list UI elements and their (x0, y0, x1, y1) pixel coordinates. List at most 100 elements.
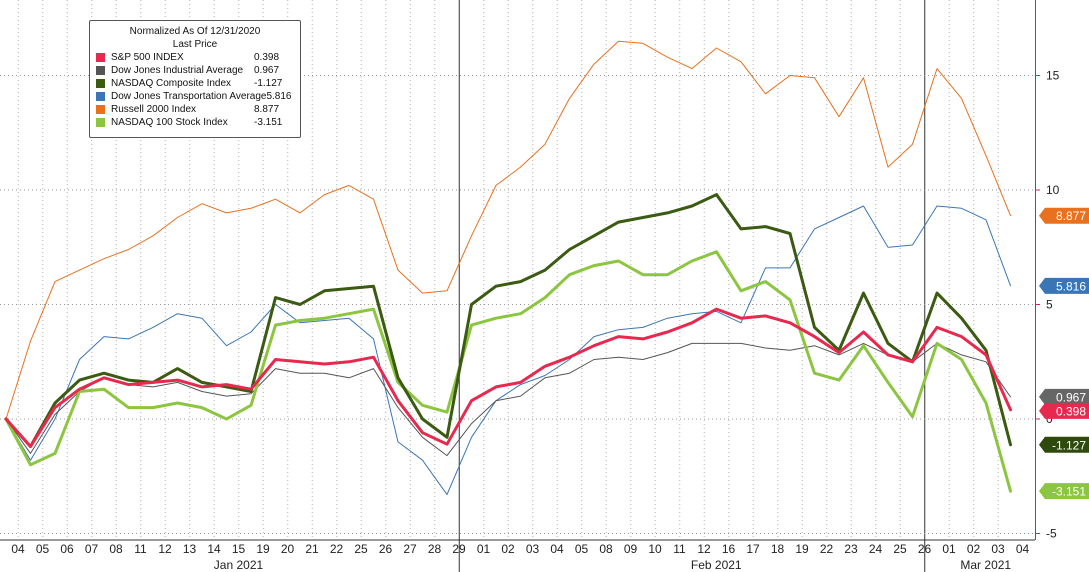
y-tick-label: 15 (1046, 69, 1060, 83)
last-value-label: 8.877 (1039, 207, 1089, 224)
legend-value: 0.967 (254, 65, 280, 76)
series-lines (4, 40, 1012, 496)
series-line-0 (4, 307, 1012, 448)
legend-swatch (96, 105, 105, 114)
x-tick-label: 19 (256, 542, 270, 556)
x-tick-label: 22 (820, 542, 834, 556)
x-tick-label: 26 (379, 542, 393, 556)
last-value-text: 0.398 (1056, 404, 1086, 418)
legend-item-dow: Dow Jones Industrial Average 0.967 (96, 64, 294, 77)
last-value-box (1039, 402, 1089, 419)
last-value-text: 8.877 (1056, 209, 1086, 223)
last-value-box (1039, 436, 1089, 453)
legend-value: -3.151 (254, 117, 283, 128)
x-tick-label: 26 (918, 542, 932, 556)
x-tick-label: 12 (697, 542, 711, 556)
x-axis: 04 05 06 07 08 11 12 13 14 15 19 20 21 22 25 26 27 28 29 01… (0, 539, 1035, 572)
x-tick-label: 06 (60, 542, 74, 556)
x-tick-label: 13 (183, 542, 197, 556)
last-value-text: -3.151 (1052, 485, 1086, 499)
x-tick-label: 27 (403, 542, 417, 556)
x-tick-label: 18 (771, 542, 785, 556)
x-tick-label: 28 (428, 542, 442, 556)
legend-value: 0.398 (254, 52, 280, 63)
last-value-label: 0.967 (1039, 388, 1089, 405)
x-tick-label: 25 (893, 542, 907, 556)
legend-item-sp500: S&P 500 INDEX 0.398 (96, 51, 294, 64)
legend-title: Normalized As Of 12/31/2020 (129, 26, 261, 37)
last-value-box (1039, 483, 1089, 500)
x-tick-label: 24 (869, 542, 883, 556)
month-label: Mar 2021 (960, 558, 1011, 572)
month-label: Feb 2021 (691, 558, 742, 572)
x-tick-label: 05 (575, 542, 589, 556)
x-tick-label: 04 (550, 542, 564, 556)
x-tick-label: 04 (11, 542, 25, 556)
legend-swatch (96, 53, 105, 62)
series-line-3 (5, 205, 1011, 496)
x-tick-label: 12 (158, 542, 172, 556)
last-value-label: -1.127 (1039, 436, 1089, 453)
legend-value: 8.877 (254, 104, 280, 115)
x-tick-label: 22 (330, 542, 344, 556)
last-value-box (1039, 207, 1089, 224)
last-value-text: -1.127 (1052, 438, 1086, 452)
legend-item-nasdaq100: NASDAQ 100 Stock Index -3.151 (96, 116, 294, 129)
x-tick-label: 16 (722, 542, 736, 556)
x-tick-label: 17 (746, 542, 760, 556)
last-value-label: 0.398 (1039, 402, 1089, 419)
legend-label: Russell 2000 Index (111, 104, 197, 115)
legend-value: 5.816 (266, 91, 292, 102)
legend-label: S&P 500 INDEX (111, 52, 184, 63)
legend-swatch (96, 118, 105, 127)
legend-label: NASDAQ 100 Stock Index (111, 117, 228, 128)
legend-swatch (96, 79, 105, 88)
x-tick-label: 25 (354, 542, 368, 556)
legend-subtitle: Last Price (172, 39, 218, 50)
y-axis: -5 0 5 10 15 (1035, 0, 1060, 541)
x-tick-label: 05 (36, 542, 50, 556)
x-tick-label: 07 (85, 542, 99, 556)
legend-swatch (96, 66, 105, 75)
series-line-1 (5, 342, 1011, 457)
legend-item-nasdaq: NASDAQ Composite Index -1.127 (96, 77, 294, 90)
x-tick-label: 01 (477, 542, 491, 556)
x-tick-label: 04 (1016, 542, 1030, 556)
x-tick-label: 03 (526, 542, 540, 556)
y-tick-label: -5 (1046, 527, 1057, 541)
x-tick-label: 29 (452, 542, 466, 556)
legend-item-russell: Russell 2000 Index 8.877 (96, 103, 294, 116)
x-tick-label: 20 (281, 542, 295, 556)
legend-label: Dow Jones Industrial Average (111, 65, 244, 76)
legend-label: Dow Jones Transportation Average (111, 91, 267, 102)
y-tick-label: 0 (1046, 412, 1053, 426)
last-value-label: -3.151 (1039, 483, 1089, 500)
last-value-box (1039, 277, 1089, 294)
legend-label: NASDAQ Composite Index (111, 78, 232, 89)
legend: Normalized As Of 12/31/2020 Last Price S… (89, 20, 301, 138)
x-tick-label: 08 (109, 542, 123, 556)
series-line-2 (4, 193, 1012, 448)
y-tick-label: 10 (1046, 183, 1060, 197)
month-label: Jan 2021 (214, 558, 264, 572)
last-value-text: 5.816 (1056, 279, 1086, 293)
x-tick-label: 14 (207, 542, 221, 556)
x-tick-label: 23 (844, 542, 858, 556)
series-line-4 (5, 40, 1011, 420)
x-tick-label: 11 (673, 542, 686, 556)
x-tick-label: 21 (305, 542, 319, 556)
y-tick-label: 5 (1046, 298, 1053, 312)
x-tick-label: 01 (942, 542, 956, 556)
x-tick-label: 10 (648, 542, 662, 556)
last-value-label: 5.816 (1039, 277, 1089, 294)
x-tick-label: 08 (599, 542, 613, 556)
last-value-text: 0.967 (1056, 390, 1086, 404)
x-tick-label: 03 (991, 542, 1005, 556)
x-tick-label: 19 (795, 542, 809, 556)
x-tick-label: 11 (134, 542, 147, 556)
x-tick-label: 15 (232, 542, 246, 556)
legend-value: -1.127 (254, 78, 283, 89)
legend-swatch (96, 92, 105, 101)
